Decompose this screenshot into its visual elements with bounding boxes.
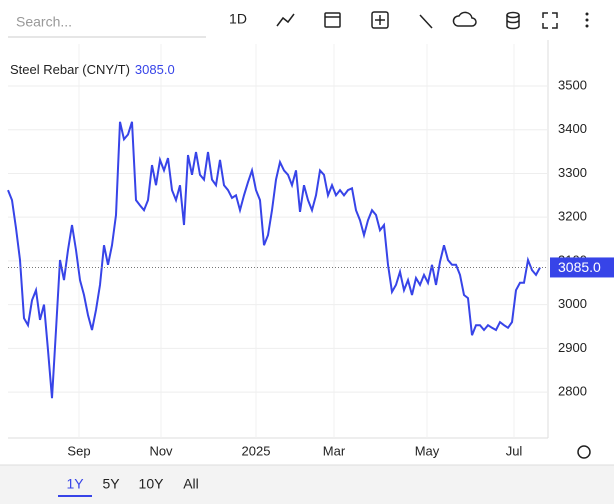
range-button[interactable]: All xyxy=(183,476,199,492)
x-tick-label: Mar xyxy=(323,443,346,458)
range-bar xyxy=(0,465,614,504)
legend-name: Steel Rebar (CNY/T) xyxy=(10,62,130,77)
x-tick-label: Nov xyxy=(149,443,173,458)
current-value-label: 3085.0 xyxy=(558,259,601,275)
legend-value: 3085.0 xyxy=(135,62,175,77)
settings-icon[interactable] xyxy=(577,445,591,459)
range-button[interactable]: 5Y xyxy=(102,476,120,492)
y-tick-label: 3000 xyxy=(558,296,587,311)
y-tick-label: 3400 xyxy=(558,121,587,136)
y-tick-label: 3200 xyxy=(558,209,587,224)
x-tick-label: Jul xyxy=(506,443,523,458)
x-tick-label: Sep xyxy=(67,443,90,458)
toolbar-icons[interactable] xyxy=(276,11,589,30)
y-tick-label: 2800 xyxy=(558,384,587,399)
y-tick-label: 2900 xyxy=(558,340,587,355)
range-button[interactable]: 1Y xyxy=(66,476,84,492)
current-value-badge xyxy=(550,257,614,278)
range-selected xyxy=(58,495,92,497)
range-button[interactable]: 10Y xyxy=(139,476,165,492)
x-tick-label: May xyxy=(415,443,440,458)
search-box[interactable]: Search... xyxy=(16,14,72,30)
y-tick-label: 3300 xyxy=(558,165,587,180)
price-line xyxy=(7,121,541,399)
y-tick-label: 3500 xyxy=(558,77,587,92)
interval-button[interactable]: 1D xyxy=(229,11,247,27)
legend: Steel Rebar (CNY/T) 3085.0 xyxy=(10,62,175,77)
x-tick-label: 2025 xyxy=(242,443,271,458)
